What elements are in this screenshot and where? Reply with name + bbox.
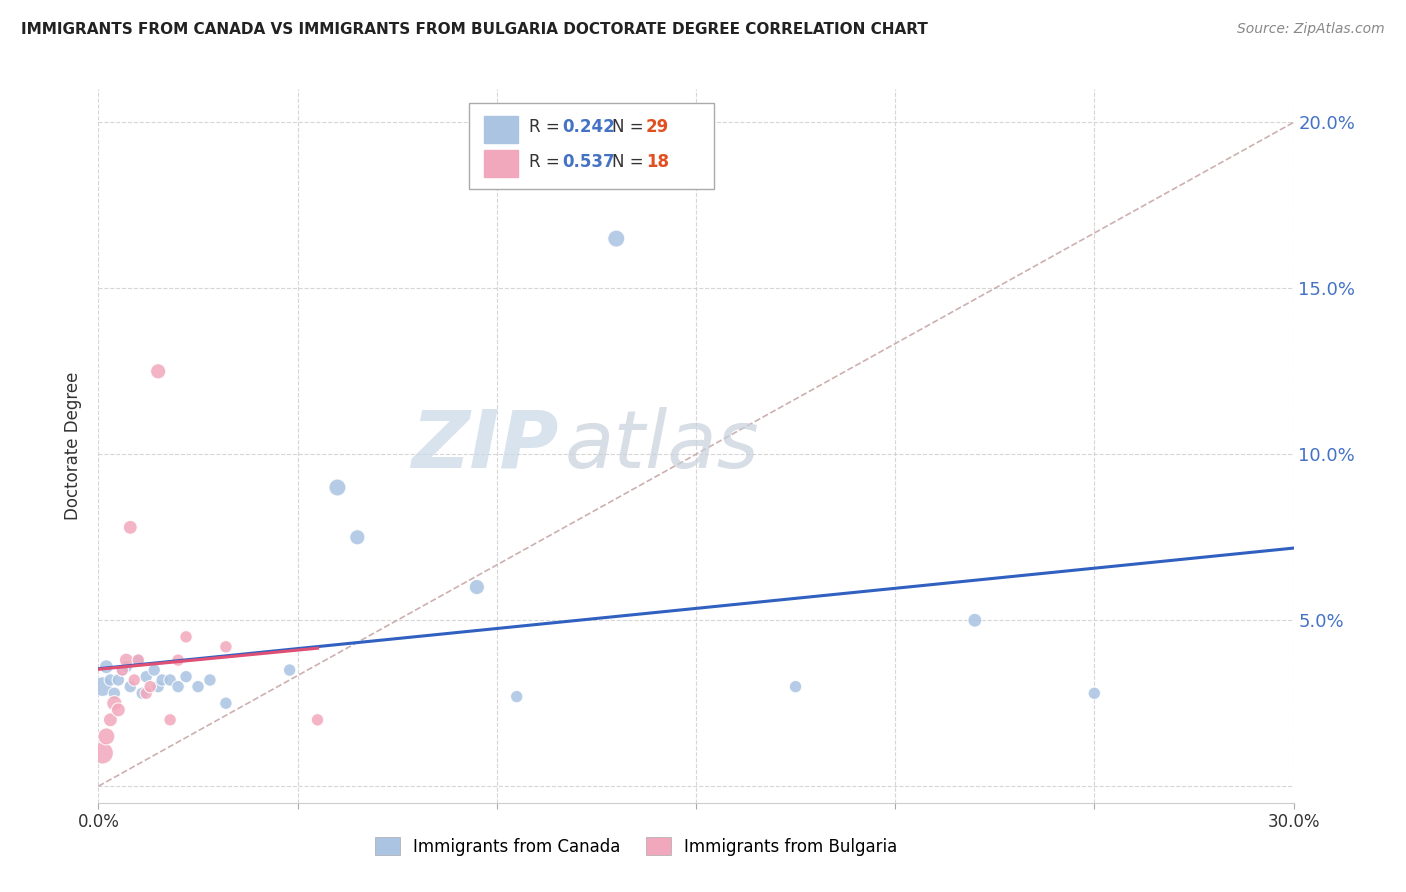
FancyBboxPatch shape — [470, 103, 714, 189]
Point — [159, 673, 181, 687]
Text: 0.242: 0.242 — [562, 118, 614, 136]
Text: 18: 18 — [645, 153, 669, 171]
Text: 29: 29 — [645, 118, 669, 136]
Point — [124, 673, 146, 687]
Text: N =: N = — [613, 153, 650, 171]
Point — [98, 673, 122, 687]
Point — [167, 653, 190, 667]
Y-axis label: Doctorate Degree: Doctorate Degree — [65, 372, 83, 520]
Point — [120, 680, 142, 694]
Point — [91, 746, 114, 760]
Point — [506, 690, 529, 704]
Point — [278, 663, 301, 677]
Point — [326, 481, 349, 495]
Point — [135, 670, 157, 684]
Point — [139, 680, 162, 694]
FancyBboxPatch shape — [485, 116, 517, 143]
Point — [198, 673, 221, 687]
Point — [115, 653, 138, 667]
Point — [111, 663, 134, 677]
Text: IMMIGRANTS FROM CANADA VS IMMIGRANTS FROM BULGARIA DOCTORATE DEGREE CORRELATION : IMMIGRANTS FROM CANADA VS IMMIGRANTS FRO… — [21, 22, 928, 37]
Point — [963, 613, 986, 627]
Point — [103, 696, 125, 710]
Point — [120, 520, 142, 534]
Point — [307, 713, 329, 727]
Text: ZIP: ZIP — [411, 407, 558, 485]
Point — [127, 653, 149, 667]
Point — [215, 696, 238, 710]
Point — [111, 663, 134, 677]
Point — [103, 686, 125, 700]
Text: Source: ZipAtlas.com: Source: ZipAtlas.com — [1237, 22, 1385, 37]
Point — [107, 673, 129, 687]
Point — [135, 686, 157, 700]
FancyBboxPatch shape — [485, 150, 517, 177]
Point — [96, 730, 118, 744]
Text: 0.537: 0.537 — [562, 153, 614, 171]
Point — [131, 686, 153, 700]
Legend: Immigrants from Canada, Immigrants from Bulgaria: Immigrants from Canada, Immigrants from … — [368, 830, 904, 863]
Point — [148, 680, 170, 694]
Text: N =: N = — [613, 118, 650, 136]
Point — [785, 680, 807, 694]
Point — [346, 530, 368, 544]
Point — [465, 580, 488, 594]
Text: atlas: atlas — [565, 407, 759, 485]
Point — [115, 659, 138, 673]
Text: R =: R = — [529, 118, 565, 136]
Point — [150, 673, 173, 687]
Point — [148, 364, 170, 378]
Point — [159, 713, 181, 727]
Point — [187, 680, 209, 694]
Text: R =: R = — [529, 153, 565, 171]
Point — [143, 663, 166, 677]
Point — [215, 640, 238, 654]
Point — [174, 630, 197, 644]
Point — [96, 659, 118, 673]
Point — [127, 653, 149, 667]
Point — [605, 231, 627, 245]
Point — [98, 713, 122, 727]
Point — [167, 680, 190, 694]
Point — [1083, 686, 1105, 700]
Point — [107, 703, 129, 717]
Point — [174, 670, 197, 684]
Point — [91, 680, 114, 694]
